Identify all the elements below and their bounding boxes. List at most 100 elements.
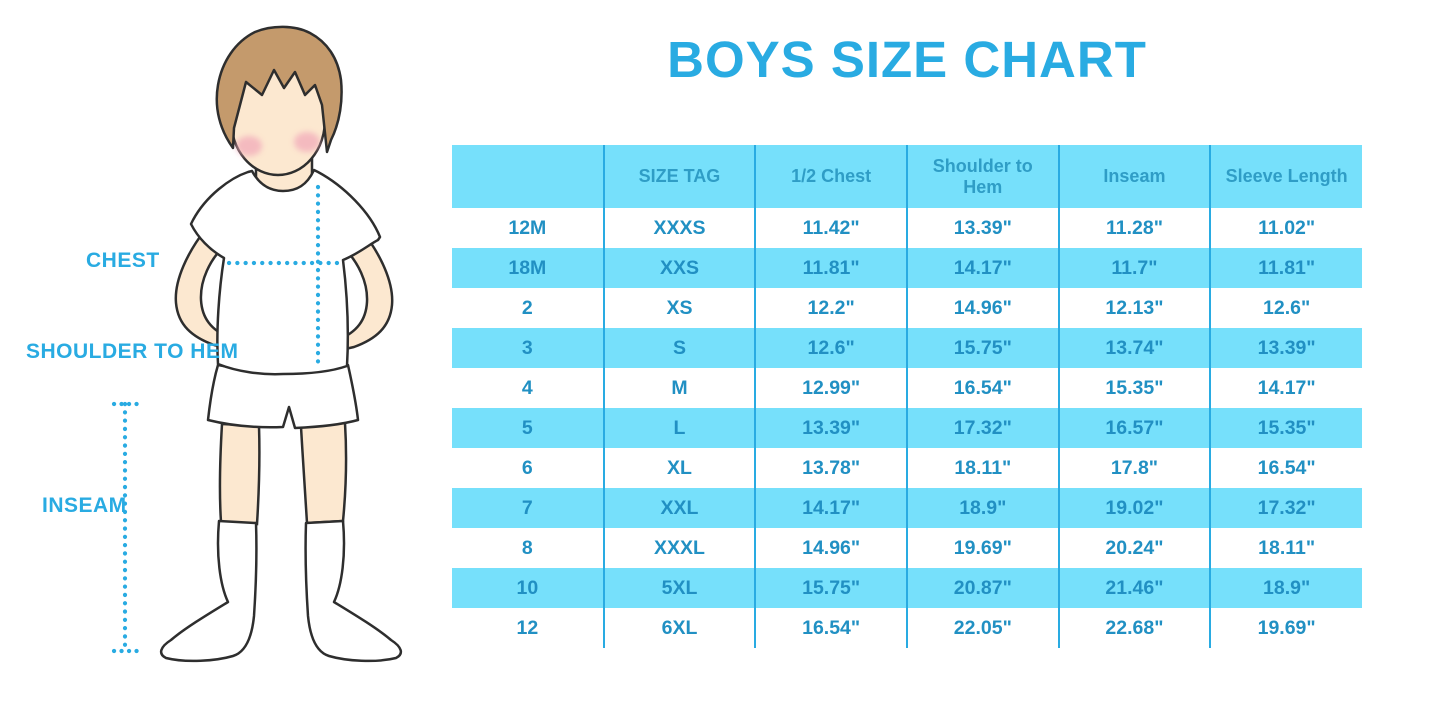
measurement-cell: M — [602, 368, 756, 408]
row-size-label: 12 — [516, 616, 539, 639]
boy-left-leg — [218, 422, 261, 526]
measurement-cell: 16.57" — [1057, 408, 1211, 448]
row-size-label: 5 — [452, 408, 604, 448]
measurement-cell: 22.68" — [1057, 608, 1211, 648]
measurement-cell: 18.9" — [1209, 568, 1362, 608]
measurement-cell: 12.6" — [754, 328, 907, 368]
measurement-cell: S — [602, 328, 756, 368]
measurement-cell: 15.75" — [905, 328, 1059, 368]
header-cell: SIZE TAG — [602, 145, 756, 208]
measurement-cell: 21.46" — [1057, 568, 1211, 608]
measurement-cell: 19.69" — [1209, 608, 1362, 648]
table-row: 4 M 12.99" 16.54" 15.35" 14.17" — [452, 368, 1362, 408]
row-size-label: 7 — [452, 488, 604, 528]
measurement-cell: 13.39" — [754, 408, 907, 448]
measurement-cell: 11.42" — [754, 208, 907, 248]
header-cell: Sleeve Length — [1209, 145, 1362, 208]
table-row: 8 XXXL 14.96" 19.69" 20.24" 18.11" — [452, 528, 1362, 568]
boy-blush-right — [294, 132, 320, 152]
measurement-cell: 18.11" — [1209, 528, 1362, 568]
chest-label: CHEST — [86, 249, 160, 272]
measurement-cell: XXL — [602, 488, 756, 528]
measurement-cell: 11.28" — [1057, 208, 1211, 248]
header-row: SIZE TAG 1/2 Chest Shoulder to Hem Inseam Sl… — [452, 145, 1362, 208]
row-size-label: 2 — [521, 296, 533, 319]
page-title: BOYS SIZE CHART — [667, 31, 1147, 88]
header-cell-empty — [452, 145, 604, 208]
measurement-cell: 11.7" — [1057, 248, 1211, 288]
measurement-cell: XS — [602, 288, 756, 328]
row-size-label: 3 — [452, 328, 604, 368]
inseam-label: INSEAM — [42, 494, 127, 517]
measurement-cell: 11.81" — [1209, 248, 1362, 288]
measurement-cell: 12.13" — [1057, 288, 1211, 328]
measurement-cell: 17.32" — [1209, 488, 1362, 528]
measurement-cell: 22.05" — [905, 608, 1059, 648]
measurement-cell: 19.69" — [905, 528, 1059, 568]
measurement-cell: 12.99" — [754, 368, 907, 408]
row-size-label: 4 — [521, 376, 533, 399]
boy-hair — [215, 25, 343, 154]
measurement-cell: L — [602, 408, 756, 448]
row-size-label: 10 — [452, 568, 604, 608]
measurement-cell: 15.35" — [1057, 368, 1211, 408]
measurement-cell: XL — [602, 448, 756, 488]
table-row: 12 6XL 16.54" 22.05" 22.68" 19.69" — [452, 608, 1362, 648]
row-size-label: 8 — [521, 536, 533, 559]
boy-left-sock — [159, 519, 258, 663]
size-table-body: 12M XXXS 11.42" 13.39" 11.28" 11.02" 18M XXS 11.… — [452, 208, 1362, 648]
table-row: 10 5XL 15.75" 20.87" 21.46" 18.9" — [452, 568, 1362, 608]
size-table: SIZE TAG 1/2 Chest Shoulder to Hem Inseam Sl… — [452, 145, 1362, 648]
measurement-cell: 13.78" — [754, 448, 907, 488]
measurement-cell: 16.54" — [905, 368, 1059, 408]
measurement-cell: XXXL — [602, 528, 756, 568]
header-cell: 1/2 Chest — [754, 145, 907, 208]
table-row: 5 L 13.39" 17.32" 16.57" 15.35" — [452, 408, 1362, 448]
table-row: 12M XXXS 11.42" 13.39" 11.28" 11.02" — [452, 208, 1362, 248]
boy-measurement-diagram — [111, 25, 403, 663]
measurement-cell: 17.8" — [1057, 448, 1211, 488]
measurement-cell: 14.17" — [754, 488, 907, 528]
table-row: 18M XXS 11.81" 14.17" 11.7" 11.81" — [452, 248, 1362, 288]
measurement-cell: 16.54" — [1209, 448, 1362, 488]
measurement-cell: 19.02" — [1057, 488, 1211, 528]
table-row: 7 XXL 14.17" 18.9" 19.02" 17.32" — [452, 488, 1362, 528]
measurement-cell: 5XL — [602, 568, 756, 608]
row-size-label: 6 — [521, 456, 533, 479]
measurement-cell: 17.32" — [905, 408, 1059, 448]
header-cell: Inseam — [1057, 145, 1211, 208]
measurement-cell: 12.6" — [1209, 288, 1362, 328]
boy-tshirt — [189, 168, 382, 376]
measurement-cell: 13.39" — [1209, 328, 1362, 368]
shoulder-to-hem-label: SHOULDER TO HEM — [26, 340, 239, 363]
measurement-cell: 18.9" — [905, 488, 1059, 528]
measurement-cell: 14.96" — [754, 528, 907, 568]
measurement-cell: 15.75" — [754, 568, 907, 608]
measurement-cell: XXXS — [602, 208, 756, 248]
table-row: 3 S 12.6" 15.75" 13.74" 13.39" — [452, 328, 1362, 368]
measurement-cell: 14.96" — [905, 288, 1059, 328]
measurement-cell: 11.81" — [754, 248, 907, 288]
measurement-cell: 20.87" — [905, 568, 1059, 608]
boy-right-leg — [299, 421, 348, 525]
measurement-cell: 13.39" — [905, 208, 1059, 248]
row-size-label: 12M — [508, 216, 547, 239]
measurement-cell: 13.74" — [1057, 328, 1211, 368]
measurement-cell: 16.54" — [754, 608, 907, 648]
measurement-cell: 6XL — [602, 608, 756, 648]
measurement-cell: 14.17" — [1209, 368, 1362, 408]
measurement-cell: 15.35" — [1209, 408, 1362, 448]
table-row: 6 XL 13.78" 18.11" 17.8" 16.54" — [452, 448, 1362, 488]
measurement-cell: 20.24" — [1057, 528, 1211, 568]
measurement-cell: 11.02" — [1209, 208, 1362, 248]
measurement-cell: 12.2" — [754, 288, 907, 328]
size-table-header: SIZE TAG 1/2 Chest Shoulder to Hem Inseam Sl… — [452, 145, 1362, 208]
row-size-label: 18M — [452, 248, 604, 288]
table-row: 2 XS 12.2" 14.96" 12.13" 12.6" — [452, 288, 1362, 328]
measurement-cell: 18.11" — [905, 448, 1059, 488]
header-cell: Shoulder to Hem — [905, 145, 1059, 208]
boy-blush-left — [236, 136, 262, 156]
boy-right-sock — [304, 519, 403, 663]
measurement-cell: XXS — [602, 248, 756, 288]
